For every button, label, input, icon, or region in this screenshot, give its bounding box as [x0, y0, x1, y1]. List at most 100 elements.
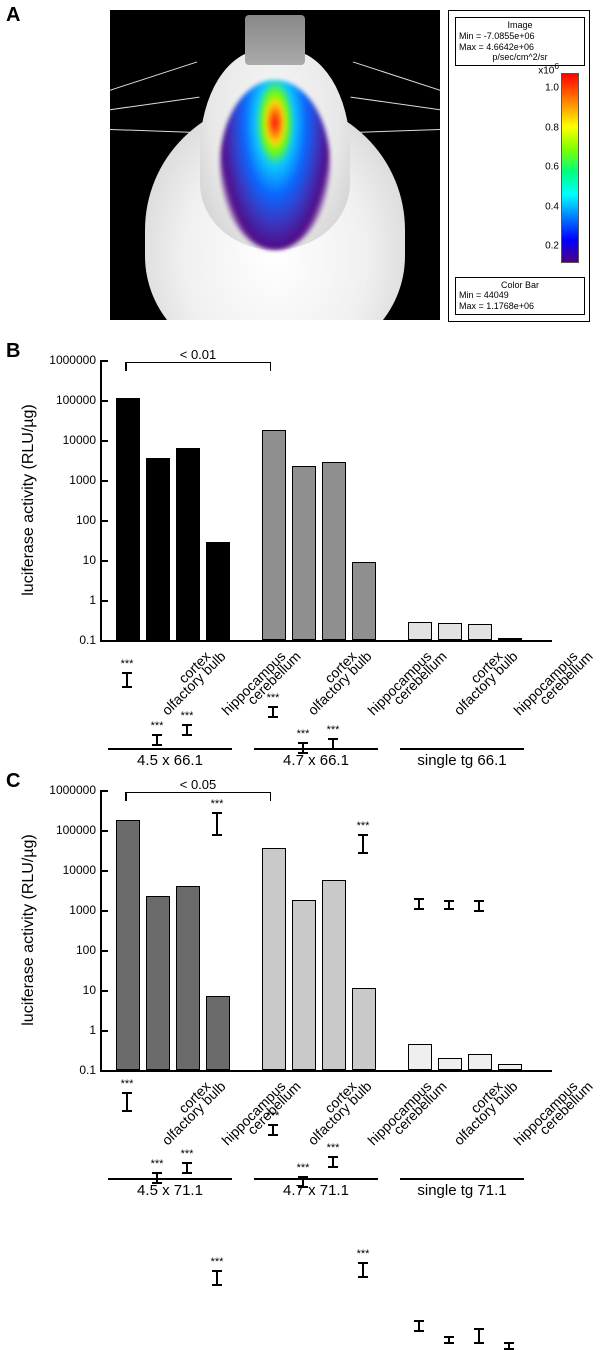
y-tick: 10: [83, 553, 102, 567]
bar-fill: [498, 1064, 522, 1070]
y-tick: 1: [89, 593, 102, 607]
panel-a: A Image Min = -7.0855e+06 Max = 4.6642e+…: [0, 0, 600, 340]
bar-fill: [116, 398, 140, 640]
group-label: single tg 66.1: [417, 752, 506, 769]
y-tick: 1000000: [49, 353, 102, 367]
info-line: Min = 44049: [459, 290, 581, 301]
info-line: p/sec/cm^2/sr: [459, 52, 581, 63]
bar-fill: [146, 896, 170, 1070]
figure: A Image Min = -7.0855e+06 Max = 4.6642e+…: [0, 0, 600, 1200]
info-line: Image: [459, 20, 581, 31]
panel-b: B luciferase activity (RLU/µg) *********…: [0, 340, 600, 770]
error-bar: [478, 1328, 480, 1344]
panel-c-label: C: [6, 770, 20, 793]
panel-a-label: A: [6, 4, 20, 27]
bar-fill: [468, 1054, 492, 1070]
group-underline: [254, 1178, 378, 1180]
panel-b-label: B: [6, 340, 20, 363]
bar-fill: [146, 458, 170, 640]
y-tick: 1000: [69, 903, 102, 917]
bar-fill: [408, 1044, 432, 1070]
bar-fill: [176, 448, 200, 640]
significance-marker: ***: [327, 724, 340, 736]
error-bar: [448, 1336, 450, 1344]
y-tick: 100: [76, 513, 102, 527]
error-bar: [418, 1320, 420, 1332]
significance-marker: ***: [327, 1142, 340, 1154]
group-label: 4.7 x 71.1: [283, 1182, 349, 1199]
y-tick: 100000: [56, 823, 102, 837]
significance-marker: ***: [211, 1256, 224, 1268]
image-info-box: Image Min = -7.0855e+06 Max = 4.6642e+06…: [455, 17, 585, 66]
bar-fill: [498, 638, 522, 640]
group-underline: [254, 748, 378, 750]
mouse-image: [110, 10, 440, 320]
significance-marker: ***: [151, 1158, 164, 1170]
whisker: [110, 61, 197, 99]
comparison-bracket: < 0.01: [125, 362, 271, 363]
info-line: Color Bar: [459, 280, 581, 291]
info-line: Min = -7.0855e+06: [459, 31, 581, 42]
y-tick: 1: [89, 1023, 102, 1037]
bar-fill: [206, 542, 230, 640]
y-tick: 100000: [56, 393, 102, 407]
panel-c: C luciferase activity (RLU/µg) *********…: [0, 770, 600, 1200]
bar-fill: [262, 848, 286, 1070]
y-tick: 0.1: [79, 1063, 102, 1077]
colorbar-tick: 0.2: [545, 241, 559, 252]
significance-marker: ***: [181, 710, 194, 722]
y-tick: 1000000: [49, 783, 102, 797]
error-bar: [272, 1124, 274, 1136]
plot-area-c: ************************ 0.1110100100010…: [100, 790, 552, 1072]
whisker: [351, 97, 440, 115]
y-axis-label: luciferase activity (RLU/µg): [20, 834, 38, 1026]
bar-fill: [322, 462, 346, 640]
p-value: < 0.01: [180, 347, 217, 362]
significance-marker: ***: [297, 1162, 310, 1174]
comparison-bracket: < 0.05: [125, 792, 271, 793]
significance-marker: ***: [357, 1248, 370, 1260]
bar-fill: [438, 623, 462, 640]
colorbar-info-box: Color Bar Min = 44049 Max = 1.1768e+06: [455, 277, 585, 315]
colorbar-tick: 1.0: [545, 83, 559, 94]
info-line: Max = 1.1768e+06: [459, 301, 581, 312]
bar-fill: [262, 430, 286, 640]
whisker: [353, 61, 440, 99]
group-label: 4.5 x 66.1: [137, 752, 203, 769]
error-bar: [272, 706, 274, 718]
bar-fill: [352, 988, 376, 1070]
error-bar: [186, 1162, 188, 1174]
bar-fill: [206, 996, 230, 1070]
whisker: [350, 128, 440, 133]
error-bar: [332, 1156, 334, 1168]
group-label: 4.7 x 66.1: [283, 752, 349, 769]
colorbar-gradient: [561, 73, 579, 263]
bar-fill: [292, 466, 316, 640]
significance-marker: ***: [151, 720, 164, 732]
plot-area-b: ************************ 0.1110100100010…: [100, 360, 552, 642]
bioluminescence-overlay: [220, 80, 330, 250]
group-underline: [108, 1178, 232, 1180]
colorbar-tick: 0.6: [545, 162, 559, 173]
whisker: [110, 97, 199, 115]
group-label: 4.5 x 71.1: [137, 1182, 203, 1199]
bar-fill: [438, 1058, 462, 1070]
y-tick: 10000: [63, 433, 102, 447]
bar-fill: [292, 900, 316, 1070]
error-bar: [508, 1342, 510, 1350]
bar-fill: [322, 880, 346, 1070]
group-underline: [108, 748, 232, 750]
group-underline: [400, 1178, 524, 1180]
nose-cone: [245, 15, 305, 65]
colorbar-panel: Image Min = -7.0855e+06 Max = 4.6642e+06…: [448, 10, 590, 322]
bar-fill: [116, 820, 140, 1070]
y-axis-label: luciferase activity (RLU/µg): [20, 404, 38, 596]
bar-fill: [352, 562, 376, 640]
bar-fill: [176, 886, 200, 1070]
error-bar: [126, 1092, 128, 1112]
colorbar-tick: 0.4: [545, 201, 559, 212]
colorbar-exponent: x106: [538, 61, 559, 76]
error-bar: [186, 724, 188, 736]
significance-marker: ***: [181, 1148, 194, 1160]
colorbar-tick: 0.8: [545, 122, 559, 133]
